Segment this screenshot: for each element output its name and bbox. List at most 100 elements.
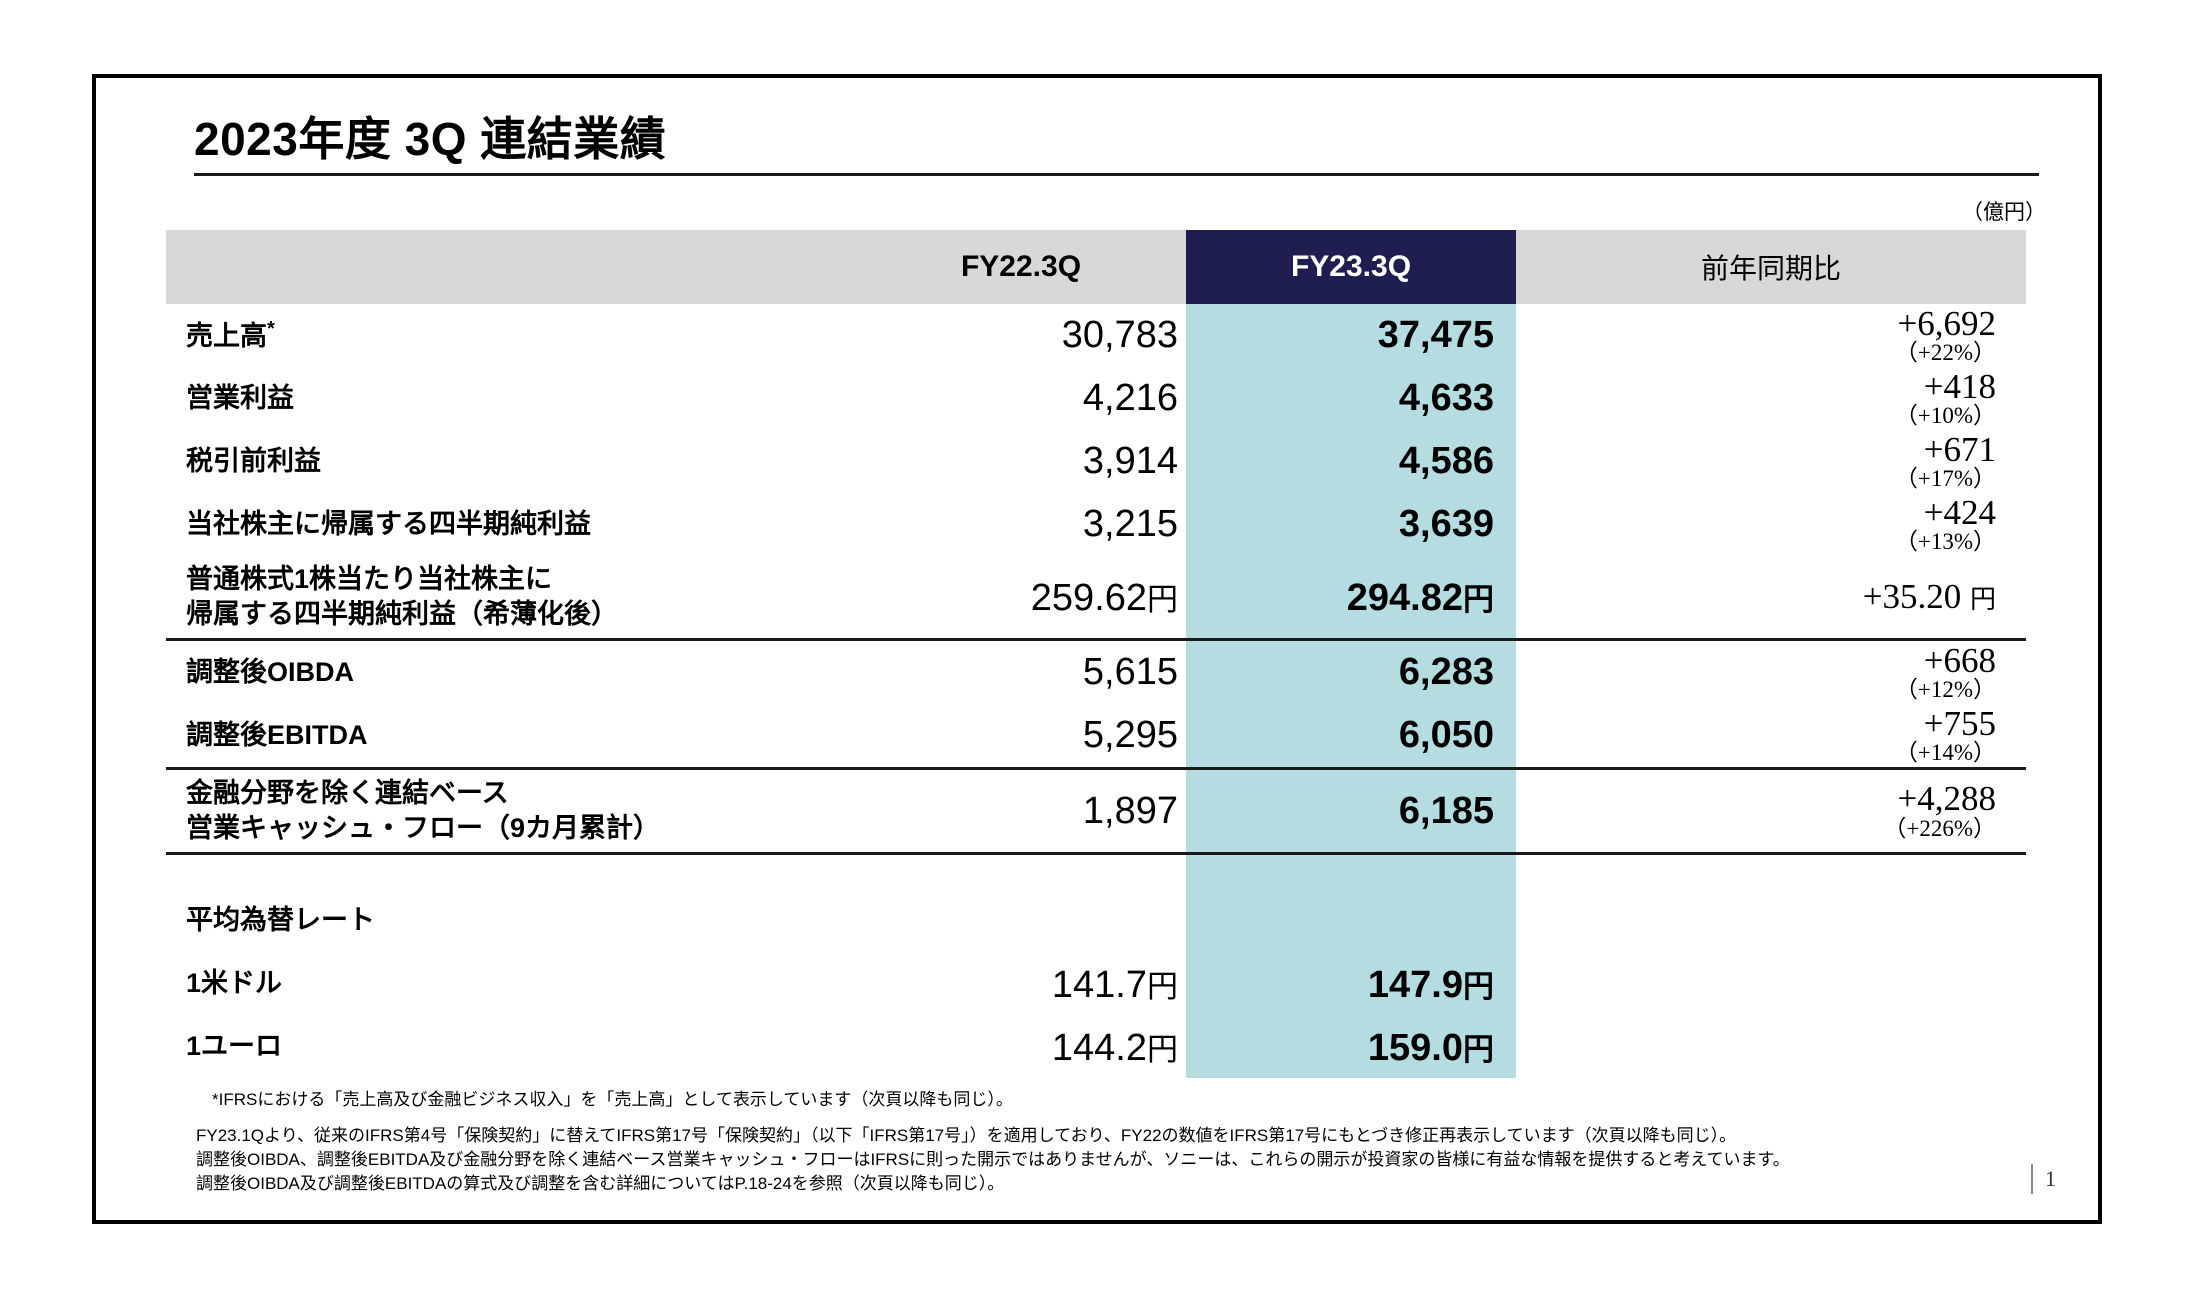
yoy-value: +6,692 xyxy=(1897,303,1997,343)
row-label: 当社株主に帰属する四半期純利益 xyxy=(186,509,591,540)
row-label: 1米ドル xyxy=(186,968,283,999)
cell-fy22-unit: 円 xyxy=(1147,1031,1178,1067)
page-number: 1 xyxy=(2031,1164,2056,1194)
cell-fy23: 6,283 xyxy=(1186,638,1516,704)
page-number-divider xyxy=(2031,1164,2033,1194)
yoy-percent: （+17%） xyxy=(1894,466,1996,492)
financial-table: FY22.3Q FY23.3Q 前年同期比 売上高* 30,783 37,475… xyxy=(166,230,2026,1078)
yoy-value: +755 xyxy=(1923,703,1996,743)
row-label-asterisk: * xyxy=(267,318,275,341)
row-label: 1ユーロ xyxy=(186,1031,283,1062)
table-row: 営業利益 4,216 4,633 +418 （+10%） xyxy=(166,367,2026,430)
row-label-line2: 帰属する四半期純利益（希薄化後） xyxy=(186,599,618,629)
yoy-value: +668 xyxy=(1923,640,1996,680)
table-row: 売上高* 30,783 37,475 +6,692 （+22%） xyxy=(166,304,2026,367)
table-spacer-row xyxy=(166,852,2026,889)
fx-heading-fy22 xyxy=(856,889,1186,952)
row-label: 金融分野を除く連結ベース 営業キャッシュ・フロー（9カ月累計） xyxy=(166,767,856,854)
header-cell-label xyxy=(166,230,856,304)
row-label: 調整後OIBDA xyxy=(166,638,856,704)
cell-yoy: +6,692 （+22%） xyxy=(1516,304,2026,367)
spacer-fy22 xyxy=(856,852,1186,889)
cell-fy22: 3,215 xyxy=(1082,503,1178,545)
table-row: 1米ドル 141.7円 147.9円 xyxy=(166,952,2026,1015)
cell-fy22: 30,783 xyxy=(1061,314,1178,356)
cell-yoy: +418 （+10%） xyxy=(1516,367,2026,430)
table-row: 当社株主に帰属する四半期純利益 3,215 3,639 +424 （+13%） xyxy=(166,493,2026,556)
slide-content: 2023年度 3Q 連結業績 （億円） FY22.3Q FY23.3Q xyxy=(96,78,2098,1220)
page-number-text: 1 xyxy=(2045,1166,2056,1191)
cell-fy23: 3,639 xyxy=(1186,493,1516,556)
cell-yoy: +4,288 （+226%） xyxy=(1516,767,2026,854)
row-label: 営業利益 xyxy=(186,383,294,414)
yoy-percent: （+14%） xyxy=(1894,740,1996,766)
table-row: 税引前利益 3,914 4,586 +671 （+17%） xyxy=(166,430,2026,493)
row-label-line1: 普通株式1株当たり当社株主に xyxy=(186,564,553,595)
cell-yoy xyxy=(1516,952,2026,1015)
spacer-yoy xyxy=(1516,852,2026,889)
fx-section-heading: 平均為替レート xyxy=(186,905,375,936)
header-cell-yoy: 前年同期比 xyxy=(1516,230,2026,304)
cell-fy22: 3,914 xyxy=(1082,440,1178,482)
cell-fy22-unit: 円 xyxy=(1147,968,1178,1004)
yoy-percent: （+226%） xyxy=(1883,815,1996,841)
cell-fy23-value: 147.9 xyxy=(1367,963,1463,1006)
fx-heading-fy23-highlight xyxy=(1186,889,1516,952)
footnotes: *IFRSにおける「売上高及び金融ビジネス収入」を「売上高」として表示しています… xyxy=(196,1088,1986,1197)
page-title: 2023年度 3Q 連結業績 xyxy=(194,113,667,165)
row-label-text: 売上高 xyxy=(186,321,267,352)
slide-frame: 2023年度 3Q 連結業績 （億円） FY22.3Q FY23.3Q xyxy=(92,74,2102,1224)
yoy-percent: （+12%） xyxy=(1894,677,1996,703)
cell-yoy: +668 （+12%） xyxy=(1516,638,2026,704)
footnote-line-2: FY23.1Qより、従来のIFRS第4号「保険契約」に替えてIFRS第17号「保… xyxy=(196,1126,1737,1146)
table-body: 売上高* 30,783 37,475 +6,692 （+22%） 営業利益 4,… xyxy=(166,304,2026,1078)
row-label: 普通株式1株当たり当社株主に 帰属する四半期純利益（希薄化後） xyxy=(166,556,856,640)
header-row: FY22.3Q FY23.3Q 前年同期比 xyxy=(166,230,2026,304)
row-label: 税引前利益 xyxy=(186,446,321,477)
cell-yoy xyxy=(1516,1015,2026,1078)
cell-yoy: +755 （+14%） xyxy=(1516,704,2026,769)
cell-fy23: 4,633 xyxy=(1186,367,1516,430)
footnote-line-3: 調整後OIBDA、調整後EBITDA及び金融分野を除く連結ベース営業キャッシュ・… xyxy=(196,1150,1790,1170)
row-label: 売上高* xyxy=(166,304,856,367)
row-label: 調整後EBITDA xyxy=(186,720,368,751)
yoy-value-unit: 円 xyxy=(1969,585,1996,615)
table-row: 1ユーロ 144.2円 159.0円 xyxy=(166,1015,2026,1078)
yoy-percent: （+10%） xyxy=(1894,403,1996,429)
table-row: 調整後OIBDA 5,615 6,283 +668 （+12%） xyxy=(166,638,2026,704)
cell-fy23-unit: 円 xyxy=(1463,582,1494,617)
cell-fy22-value: 141.7 xyxy=(1051,963,1147,1006)
title-block: 2023年度 3Q 連結業績 xyxy=(194,114,2044,176)
row-label-line1: 金融分野を除く連結ベース xyxy=(186,778,509,809)
row-label-line2: 営業キャッシュ・フロー（9カ月累計） xyxy=(186,813,661,843)
header-cell-fy22: FY22.3Q xyxy=(856,230,1186,304)
yoy-value: +4,288 xyxy=(1897,779,1997,819)
yoy-value-number: +35.20 xyxy=(1862,577,1962,617)
spacer-label xyxy=(166,852,856,889)
cell-yoy: +35.20 円 xyxy=(1516,556,2026,640)
footnote-line-1: *IFRSにおける「売上高及び金融ビジネス収入」を「売上高」として表示しています… xyxy=(212,1090,1013,1109)
yoy-percent: （+22%） xyxy=(1894,340,1996,366)
cell-fy23-unit: 円 xyxy=(1463,968,1494,1004)
header-cell-fy23: FY23.3Q xyxy=(1186,230,1516,304)
cell-fy22: 4,216 xyxy=(1082,377,1178,419)
financial-table-wrap: FY22.3Q FY23.3Q 前年同期比 売上高* 30,783 37,475… xyxy=(166,230,2026,1078)
cell-fy22: 1,897 xyxy=(856,767,1186,854)
cell-fy22-value: 259.62 xyxy=(1030,577,1147,619)
cell-fy22: 141.7円 xyxy=(856,952,1186,1015)
cell-fy23: 37,475 xyxy=(1186,304,1516,367)
cell-yoy: +424 （+13%） xyxy=(1516,493,2026,556)
yoy-value: +424 xyxy=(1923,492,1996,532)
cell-fy22-unit: 円 xyxy=(1147,582,1178,617)
cell-fy23-value: 294.82 xyxy=(1346,577,1463,619)
yoy-value: +35.20 円 xyxy=(1516,579,1996,615)
yoy-value: +671 xyxy=(1923,429,1996,469)
cell-fy22: 5,295 xyxy=(1082,714,1178,756)
cell-fy22: 259.62円 xyxy=(856,556,1186,640)
cell-fy23: 6,185 xyxy=(1186,767,1516,854)
fx-heading-yoy xyxy=(1516,889,2026,952)
cell-fy22: 5,615 xyxy=(856,638,1186,704)
yoy-percent: （+13%） xyxy=(1894,529,1996,555)
unit-label: （億円） xyxy=(1962,201,2046,224)
table-row: 普通株式1株当たり当社株主に 帰属する四半期純利益（希薄化後） 259.62円 … xyxy=(166,556,2026,640)
